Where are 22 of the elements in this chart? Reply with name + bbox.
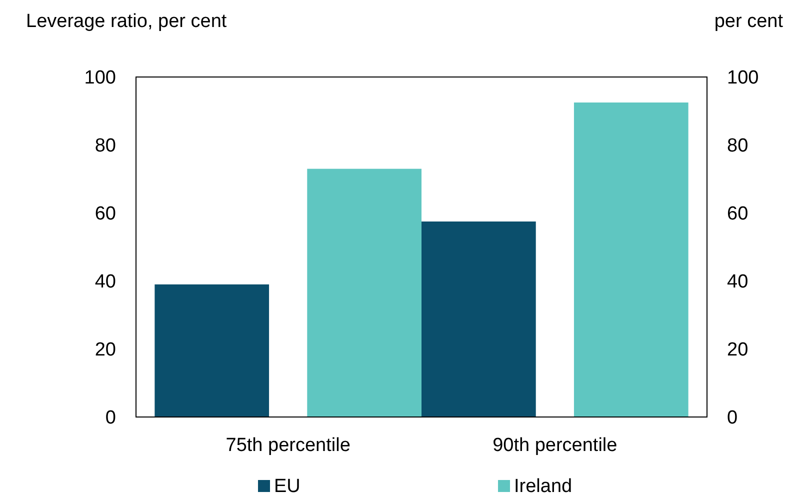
y-tick-label: 100 <box>84 68 116 89</box>
bar <box>422 222 536 417</box>
y2-tick-label: 40 <box>727 272 748 293</box>
y-tick-label: 0 <box>105 408 116 429</box>
y-tick-label: 60 <box>94 204 116 225</box>
y2-tick-label: 80 <box>727 136 748 157</box>
legend-label: EU <box>274 476 300 497</box>
y-tick-label: 20 <box>94 340 116 361</box>
y2-tick-label: 20 <box>727 340 748 361</box>
bar <box>574 102 688 417</box>
bar <box>154 284 270 417</box>
bar <box>307 168 422 417</box>
y-tick-label: 80 <box>94 136 116 157</box>
y2-tick-label: 0 <box>727 408 738 429</box>
y2-tick-label: 100 <box>727 68 759 89</box>
x-tick-label: 75th percentile <box>226 435 350 456</box>
legend-label: Ireland <box>514 476 572 497</box>
y-tick-label: 40 <box>94 272 116 293</box>
y-axis-title: Leverage ratio, per cent <box>26 11 228 32</box>
y2-tick-label: 60 <box>727 204 748 225</box>
y2-axis-title: per cent <box>714 11 784 32</box>
x-tick-label: 90th percentile <box>492 435 618 456</box>
